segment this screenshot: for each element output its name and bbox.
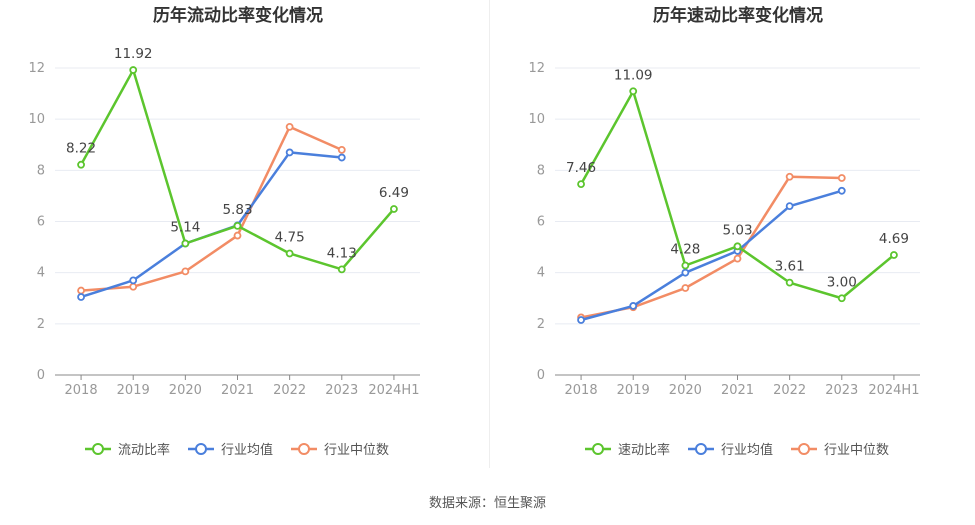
- data-point: [285, 148, 294, 157]
- data-label: 5.14: [170, 220, 200, 236]
- y-tick-label: 4: [537, 266, 545, 281]
- data-point: [681, 284, 690, 292]
- data-point: [629, 87, 638, 96]
- data-point: [577, 316, 585, 324]
- x-tick-label: 2018: [65, 383, 98, 398]
- data-point: [577, 180, 585, 189]
- data-label: 7.46: [566, 160, 596, 176]
- x-tick-label: 2020: [669, 383, 702, 398]
- data-point: [337, 145, 346, 154]
- y-tick-label: 8: [537, 163, 545, 178]
- data-label: 3.61: [775, 259, 805, 275]
- legend-marker: [592, 443, 604, 455]
- legend-marker: [695, 443, 707, 455]
- y-tick-label: 10: [28, 112, 45, 127]
- x-tick-label: 2023: [325, 383, 358, 398]
- x-tick-label: 2022: [773, 383, 806, 398]
- y-tick-label: 2: [37, 317, 45, 332]
- data-point: [181, 267, 190, 276]
- x-tick-label: 2019: [117, 383, 150, 398]
- data-label: 3.00: [827, 274, 857, 290]
- series-line-3: [80, 125, 343, 292]
- data-label: 5.83: [222, 202, 252, 218]
- data-point: [837, 186, 846, 195]
- data-point: [129, 66, 138, 74]
- data-point: [733, 254, 742, 263]
- chart-title: 历年速动比率变化情况: [653, 5, 823, 26]
- legend-label: 行业中位数: [824, 443, 889, 458]
- y-tick-label: 8: [37, 163, 45, 178]
- legend-label: 流动比率: [118, 442, 170, 458]
- data-point: [181, 239, 190, 248]
- y-tick-label: 2: [537, 317, 545, 332]
- data-point: [785, 278, 794, 287]
- legend-marker: [195, 443, 207, 455]
- legend-marker: [92, 443, 104, 455]
- chart-panel-1: 历年流动比率变化情况 0 2 4 6 8 10 12 2018 2019 2020 2021 2022 2…: [28, 5, 420, 458]
- data-point: [77, 160, 85, 169]
- series-line-2: [580, 189, 843, 322]
- data-point: [837, 294, 846, 303]
- data-label: 8.22: [66, 141, 96, 157]
- data-point: [681, 268, 690, 277]
- y-tick-label: 12: [28, 61, 45, 76]
- x-tick-label: 2019: [617, 383, 650, 398]
- x-tick-label: 2023: [825, 383, 858, 398]
- data-point: [890, 251, 898, 259]
- data-point: [129, 282, 138, 291]
- data-point: [77, 286, 85, 295]
- panel-divider: [489, 0, 490, 468]
- data-point: [233, 231, 242, 240]
- chart-panel-2: 历年速动比率变化情况 0 2 4 6 8 10 12 2018 2019 2020 2021 2022 2…: [528, 5, 920, 458]
- data-point: [285, 122, 294, 131]
- data-point: [390, 205, 398, 213]
- series-line-1: [579, 90, 895, 300]
- data-point: [837, 174, 846, 182]
- source-note: 数据来源：恒生聚源: [428, 496, 546, 511]
- data-point: [337, 153, 346, 162]
- x-tick-label: 2024H1: [368, 383, 419, 398]
- data-label: 4.69: [879, 231, 909, 247]
- data-point: [77, 293, 85, 301]
- data-label: 11.92: [114, 46, 153, 62]
- data-label: 4.75: [275, 229, 305, 245]
- series-line-3: [580, 175, 842, 319]
- data-point: [337, 265, 346, 274]
- y-tick-label: 6: [37, 215, 45, 230]
- y-tick-label: 10: [528, 112, 545, 127]
- series-line-2: [80, 151, 342, 299]
- data-point: [629, 302, 638, 310]
- legend-marker: [798, 443, 810, 455]
- x-tick-label: 2024H1: [868, 383, 919, 398]
- legend-label: 速动比率: [618, 442, 670, 458]
- x-tick-label: 2020: [169, 383, 202, 398]
- data-point: [233, 221, 242, 230]
- data-label: 4.13: [327, 245, 357, 261]
- data-label: 4.28: [670, 242, 700, 258]
- x-tick-label: 2021: [221, 383, 254, 398]
- x-tick-label: 2022: [273, 383, 306, 398]
- data-label: 11.09: [614, 67, 653, 83]
- x-tick-label: 2021: [721, 383, 754, 398]
- legend-label: 行业均值: [221, 442, 273, 458]
- data-point: [785, 172, 794, 181]
- data-point: [129, 276, 138, 285]
- data-label: 6.49: [379, 185, 409, 201]
- legend-marker: [298, 443, 310, 455]
- y-tick-label: 0: [37, 368, 45, 383]
- legend-label: 行业中位数: [324, 443, 389, 458]
- data-point: [785, 202, 794, 211]
- legend-label: 行业均值: [721, 442, 773, 458]
- data-label: 5.03: [722, 222, 752, 238]
- y-tick-label: 6: [537, 215, 545, 230]
- y-tick-label: 0: [537, 368, 545, 383]
- y-tick-label: 4: [37, 266, 45, 281]
- data-point: [285, 249, 294, 258]
- data-point: [681, 261, 690, 270]
- chart-title: 历年流动比率变化情况: [153, 5, 323, 26]
- y-tick-label: 12: [528, 61, 545, 76]
- x-tick-label: 2018: [565, 383, 598, 398]
- data-point: [733, 242, 742, 251]
